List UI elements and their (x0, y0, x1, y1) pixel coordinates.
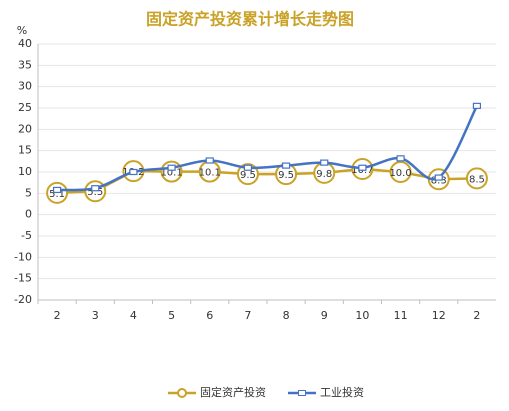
data-point (281, 162, 291, 169)
chart-title: 固定资产投资累计增长走势图 (146, 10, 354, 29)
data-point (52, 186, 62, 194)
data-point (358, 164, 367, 171)
x-tick-label: 2 (54, 309, 61, 322)
data-label: 10.1 (199, 168, 221, 179)
y-tick-label: 40 (18, 37, 32, 50)
data-point (129, 168, 138, 176)
data-label: 5.5 (87, 187, 103, 198)
x-tick-label: 12 (432, 309, 446, 322)
x-tick-label: 10 (355, 309, 369, 322)
x-tick-label: 2 (473, 309, 480, 322)
data-label: 8.3 (431, 175, 447, 186)
legend-marker (177, 388, 187, 398)
x-tick-label: 6 (206, 309, 213, 322)
y-tick-label: 0 (25, 208, 32, 221)
x-tick-label: 7 (244, 309, 251, 322)
x-tick-label: 11 (394, 309, 408, 322)
data-point (465, 167, 488, 190)
data-label: 9.5 (240, 170, 256, 181)
data-point (320, 159, 329, 166)
x-tick-label: 9 (321, 309, 328, 322)
y-axis-label: % (17, 24, 27, 37)
data-point (205, 157, 214, 164)
data-label: 9.8 (316, 169, 332, 180)
y-tick-label: 10 (18, 165, 32, 178)
data-label: 10.0 (389, 168, 411, 179)
data-point (243, 164, 253, 171)
y-tick-label: 30 (18, 80, 32, 93)
y-tick-label: -10 (14, 250, 32, 263)
data-label: 9.5 (278, 170, 294, 181)
y-tick-label: -15 (14, 272, 32, 285)
legend-label: 固定资产投资 (200, 385, 266, 399)
y-tick-label: 20 (18, 122, 32, 135)
data-label: 8.5 (469, 174, 485, 185)
data-point (91, 185, 100, 192)
data-point (167, 164, 176, 171)
x-tick-label: 5 (168, 309, 175, 322)
data-point (389, 161, 412, 183)
y-tick-label: -5 (21, 229, 32, 242)
y-tick-label: 5 (25, 186, 32, 199)
data-point (396, 155, 405, 162)
legend-marker (298, 390, 306, 396)
data-label: 5.1 (49, 189, 65, 200)
series-line (57, 167, 477, 195)
data-point (434, 174, 443, 181)
data-label: 10.1 (160, 168, 182, 179)
y-tick-label: 15 (18, 144, 32, 157)
y-tick-label: 25 (18, 101, 32, 114)
legend-label: 工业投资 (320, 385, 364, 399)
x-tick-label: 3 (92, 309, 99, 322)
x-tick-label: 4 (130, 309, 137, 322)
y-tick-label: -20 (14, 293, 32, 306)
y-tick-label: 35 (18, 58, 32, 71)
x-tick-label: 8 (283, 309, 290, 322)
series-line (57, 105, 479, 192)
data-point (472, 102, 482, 109)
